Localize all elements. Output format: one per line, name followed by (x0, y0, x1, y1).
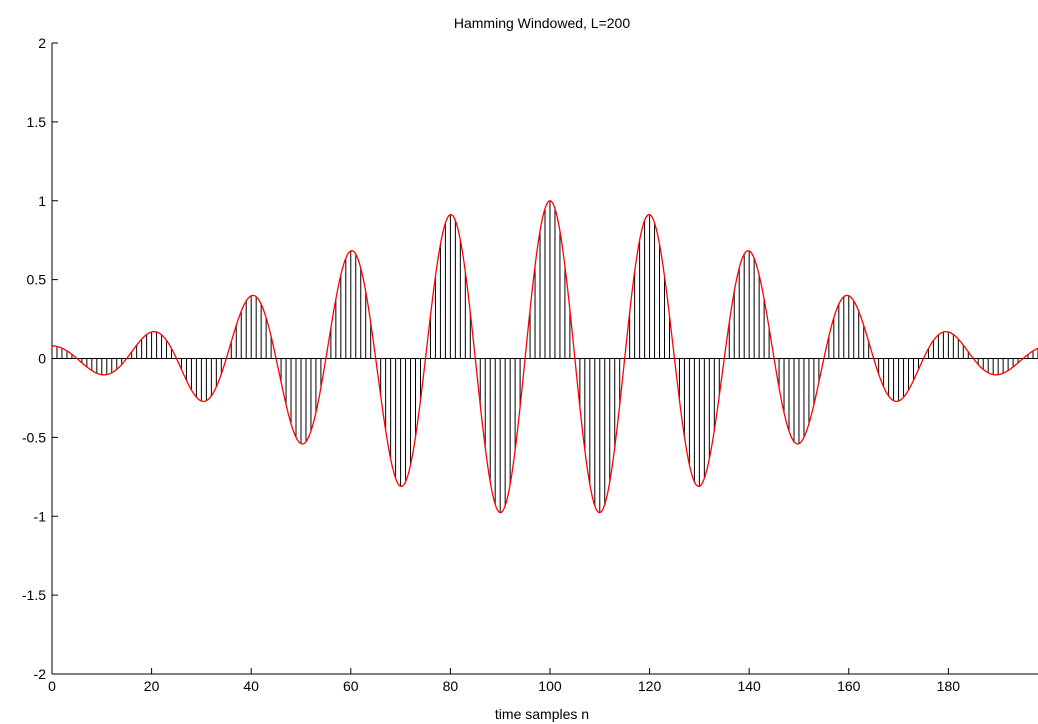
x-tick-label: 80 (443, 678, 459, 694)
y-tick-label: -1.5 (22, 587, 46, 603)
x-tick-label: 0 (48, 678, 56, 694)
y-tick-label: 0.5 (27, 272, 47, 288)
x-tick-label: 160 (837, 678, 861, 694)
chart-title: Hamming Windowed, L=200 (454, 15, 630, 31)
x-axis-label: time samples n (495, 706, 589, 722)
x-tick-label: 40 (243, 678, 259, 694)
axes-layer: 21.510.50-0.5-1-1.5-20 20 40 60 80 100 120 140 1… (22, 35, 1038, 694)
x-tick-label: 140 (737, 678, 761, 694)
curve-layer (51, 200, 1038, 514)
y-tick-label: 0 (38, 351, 46, 367)
y-tick-label: 1.5 (27, 114, 47, 130)
y-tick-label: -0.5 (22, 429, 46, 445)
y-tick-label: 1 (38, 193, 46, 209)
x-tick-label: 20 (144, 678, 160, 694)
stems-layer (51, 200, 1038, 513)
signal-curve (51, 200, 1038, 514)
x-tick-label: 180 (937, 678, 961, 694)
y-tick-label: -1 (34, 508, 47, 524)
x-tick-label: 60 (343, 678, 359, 694)
y-tick-label: 2 (38, 35, 46, 51)
x-tick-label: 120 (638, 678, 662, 694)
y-tick-label: -2 (34, 666, 47, 682)
x-tick-label: 100 (538, 678, 562, 694)
